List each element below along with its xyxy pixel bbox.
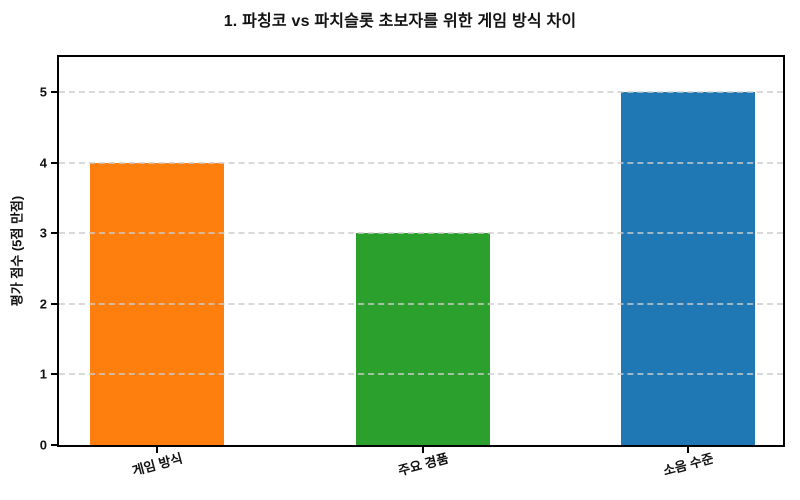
y-tick-mark-1 <box>51 373 57 376</box>
y-tick-label-3: 3 <box>39 225 47 241</box>
chart-bar-1 <box>355 233 490 445</box>
y-tick-label-5: 5 <box>39 84 47 100</box>
y-tick-label-0: 0 <box>39 437 47 453</box>
y-tick-mark-5 <box>51 91 57 94</box>
chart-bar-2 <box>621 92 755 445</box>
y-tick-mark-0 <box>51 444 57 446</box>
y-tick-label-1: 1 <box>39 366 47 382</box>
x-tick-mark-0 <box>156 447 158 453</box>
chart-title: 1. 파칭코 vs 파치슬롯 초보자를 위한 게임 방식 차이 <box>223 13 577 30</box>
y-tick-mark-4 <box>51 161 57 164</box>
y-tick-mark-3 <box>51 232 57 235</box>
plot-area: 0 1 2 3 4 5 게임 방식 주요 경품 소음 수준 <box>40 55 785 478</box>
chart-bar-0 <box>90 162 224 445</box>
y-tick-label-4: 4 <box>39 155 47 171</box>
y-tick-mark-2 <box>51 302 57 305</box>
y-tick-label-2: 2 <box>39 296 47 312</box>
x-tick-mark-1 <box>421 447 424 453</box>
y-axis-label: 평가 점수 (5점 만점) <box>9 195 25 307</box>
x-tick-mark-2 <box>687 447 689 453</box>
